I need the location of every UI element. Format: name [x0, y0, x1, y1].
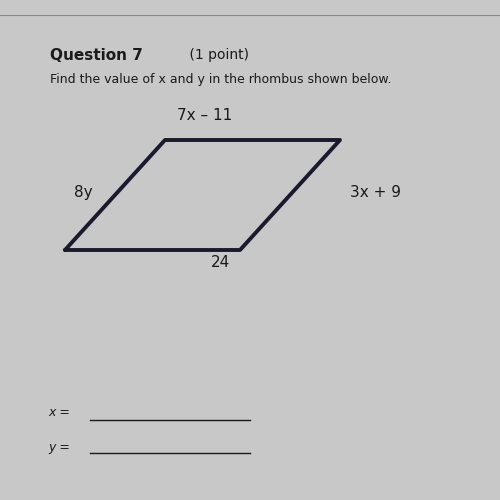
Text: 24: 24 [210, 255, 230, 270]
Text: 7x – 11: 7x – 11 [178, 108, 233, 122]
Text: (1 point): (1 point) [185, 48, 249, 62]
Text: Find the value of x and y in the rhombus shown below.: Find the value of x and y in the rhombus… [50, 72, 392, 86]
Text: 8y: 8y [74, 185, 92, 200]
Text: 3x + 9: 3x + 9 [350, 185, 401, 200]
Text: Question 7: Question 7 [50, 48, 143, 62]
Text: y =: y = [48, 441, 70, 454]
Text: x =: x = [48, 406, 70, 419]
